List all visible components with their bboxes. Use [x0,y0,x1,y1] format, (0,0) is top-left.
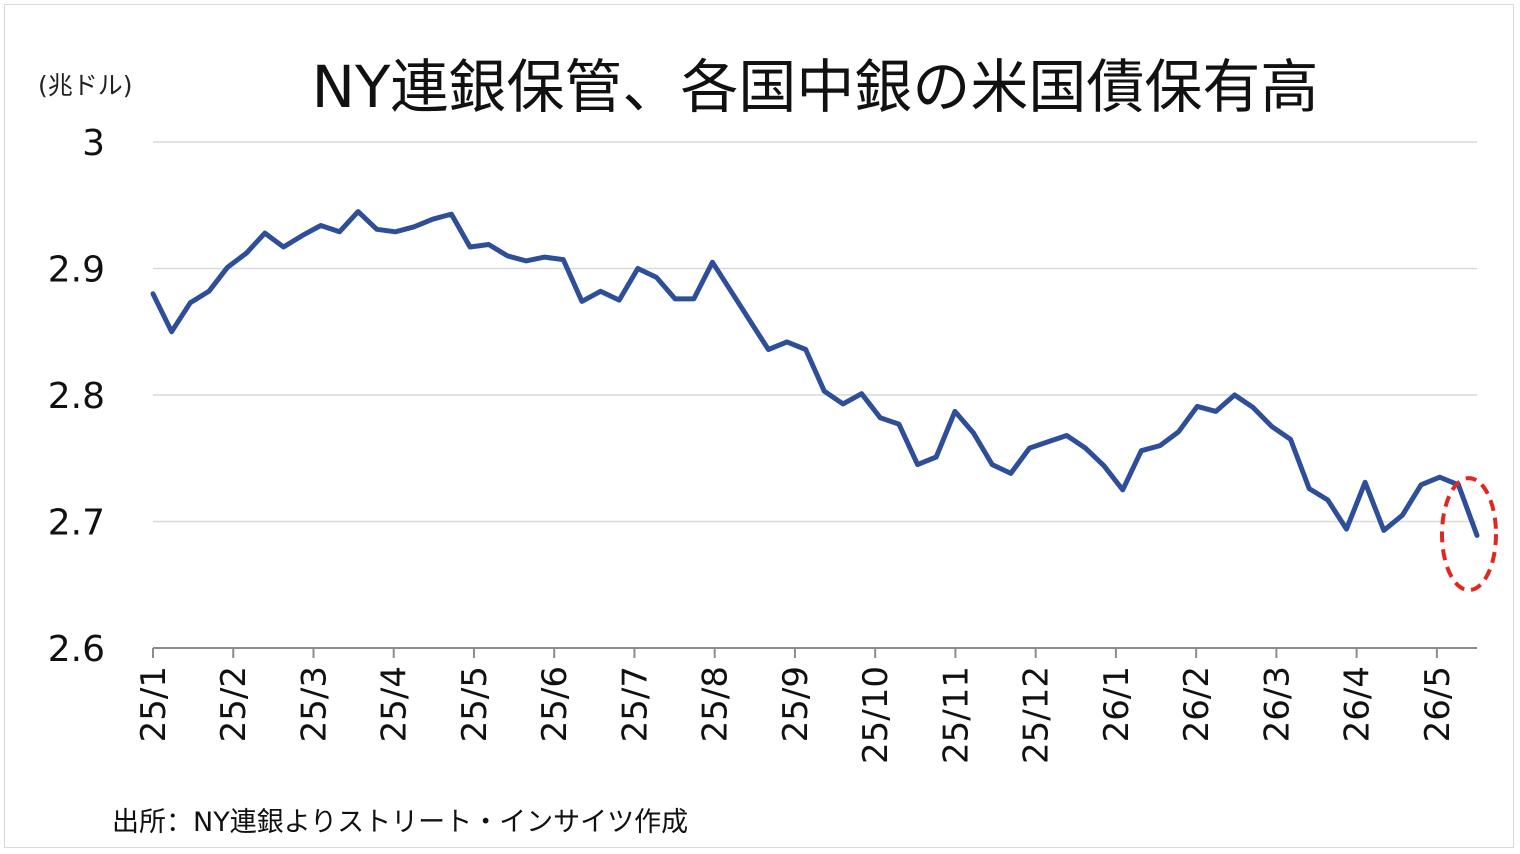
y-tick-label: 3 [82,123,105,164]
x-tick-label: 25/4 [375,666,415,742]
x-tick-label: 25/8 [696,666,736,742]
chart-frame [4,4,1514,848]
x-tick-label: 26/4 [1338,666,1378,742]
x-tick-label: 25/6 [535,666,575,742]
chart-title: NY連銀保管、各国中銀の米国債保有高 [311,53,1319,121]
y-tick-label: 2.7 [48,503,105,544]
x-tick-label: 25/7 [615,666,655,742]
x-tick-label: 25/3 [294,666,334,742]
x-tick-label: 25/10 [856,666,896,764]
source-note: 出所：NY連銀よりストリート・インサイツ作成 [112,807,689,838]
x-tick-label: 25/2 [214,666,254,742]
x-tick-label: 25/1 [134,666,174,742]
y-tick-label: 2.9 [48,250,105,291]
x-tick-label: 25/9 [776,666,816,742]
x-tick-label: 26/1 [1097,666,1137,742]
x-tick-label: 26/3 [1257,666,1297,742]
x-tick-label: 25/12 [1017,666,1057,764]
x-tick-label: 25/11 [936,666,976,764]
x-tick-label: 26/5 [1418,666,1458,742]
series-line [150,209,1480,538]
y-tick-label: 2.8 [48,376,105,417]
x-tick-label: 25/5 [455,666,495,742]
y-tick-label: 2.6 [48,629,105,670]
highlight-ellipse [1440,476,1498,593]
x-tick-label: 26/2 [1177,666,1217,742]
y-axis-unit-label: (兆ドル) [38,71,133,100]
